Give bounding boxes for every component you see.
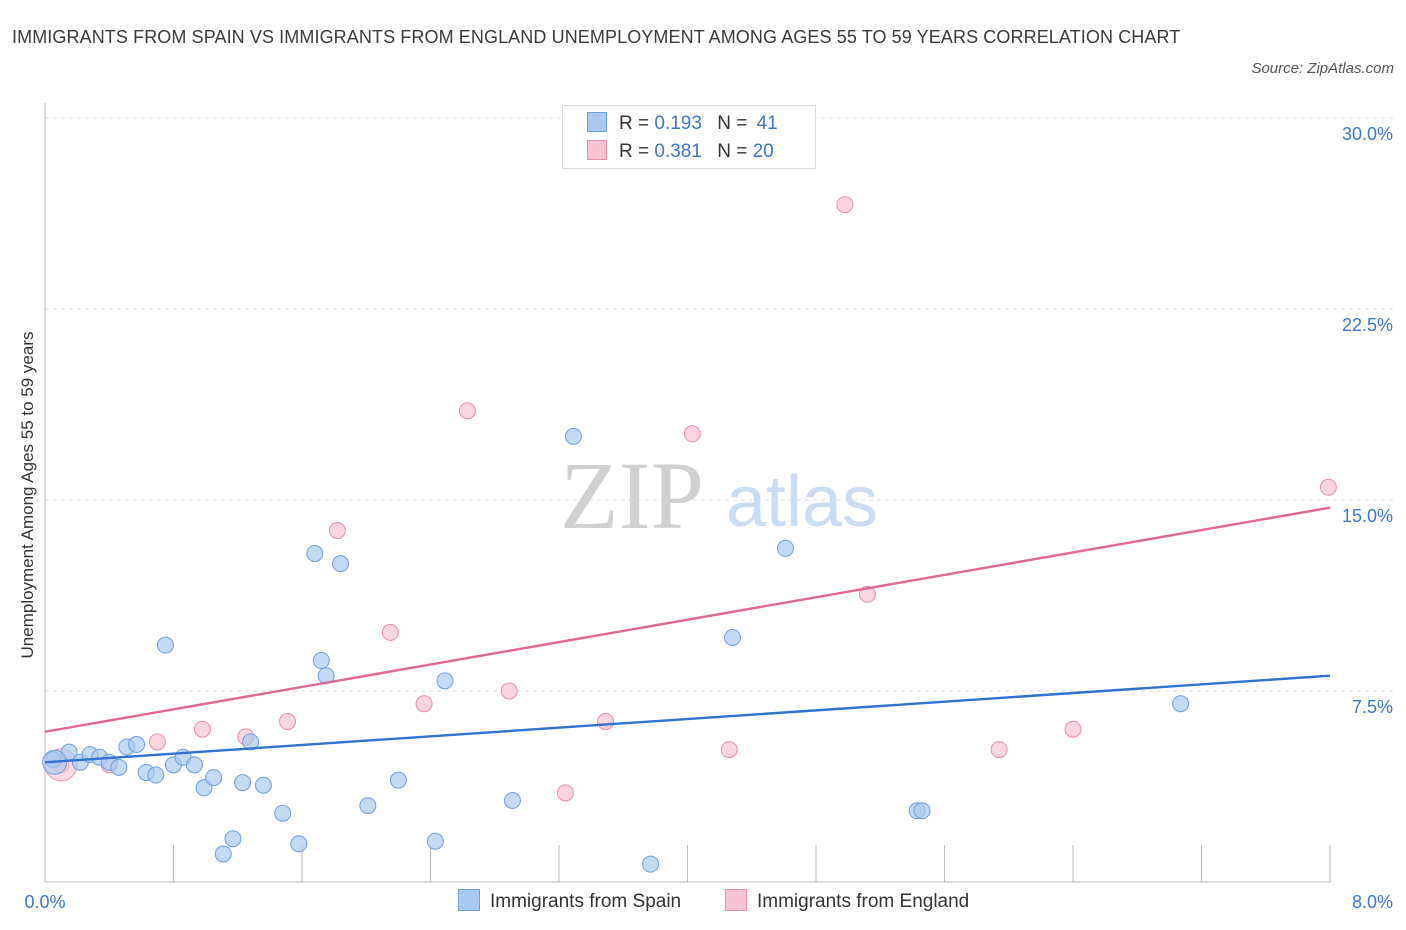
spain-point: [389, 771, 407, 789]
bottom-legend-england: Immigrants from England: [725, 888, 969, 916]
bottom-legend-swatch-spain: [458, 889, 480, 911]
spain-trendline: [44, 674, 1331, 764]
spain-point: [306, 544, 324, 562]
watermark-atlas: atlas: [726, 462, 878, 542]
legend-swatch-england: [587, 140, 607, 160]
spain-point: [110, 758, 128, 776]
legend-r-label-england: R =: [619, 141, 650, 162]
spain-point: [185, 756, 203, 774]
spain-point: [1172, 695, 1190, 713]
spain-point: [254, 776, 272, 794]
x-tick-marks: [173, 845, 1331, 882]
y-tick-label: 30.0%: [1342, 124, 1393, 144]
spain-point: [332, 555, 350, 573]
england-point: [720, 741, 738, 759]
x-tick-label-max: 8.0%: [1352, 892, 1393, 912]
england-point: [1064, 720, 1082, 738]
england-point: [279, 713, 297, 731]
legend-r-label-spain: R =: [619, 113, 650, 134]
y-tick-labels: 7.5% 15.0% 22.5% 30.0%: [1342, 124, 1393, 717]
spain-point: [242, 733, 260, 751]
spain-point: [290, 835, 308, 853]
bottom-legend-label-england: Immigrants from England: [757, 891, 970, 912]
legend-n-value-england: 20: [752, 141, 774, 162]
spain-point: [224, 830, 242, 848]
watermark: ZIP atlas: [560, 442, 878, 549]
spain-point: [564, 427, 582, 445]
spain-point: [312, 651, 330, 669]
england-point: [1319, 478, 1337, 496]
spain-point: [214, 845, 232, 863]
gridlines: [45, 117, 1395, 692]
y-tick-label: 15.0%: [1342, 506, 1393, 526]
england-point: [597, 713, 615, 731]
bottom-legend-swatch-england: [725, 889, 747, 911]
spain-point: [436, 672, 454, 690]
spain-point: [234, 774, 252, 792]
spain-point: [426, 832, 444, 850]
england-trendline: [44, 506, 1331, 733]
legend-r-value-spain: 0.193: [654, 113, 702, 134]
bottom-legend-label-spain: Immigrants from Spain: [490, 891, 682, 912]
spain-point: [642, 855, 660, 873]
legend-row-spain: R = 0.193 N = 41: [587, 110, 778, 138]
bottom-legend-spain: Immigrants from Spain: [458, 888, 681, 916]
legend-n-label-spain: N =: [717, 113, 748, 134]
england-point: [990, 741, 1008, 759]
spain-point: [274, 804, 292, 822]
spain-point: [128, 735, 146, 753]
y-tick-label: 22.5%: [1342, 315, 1393, 335]
england-point: [500, 682, 518, 700]
source-credit: Source: ZipAtlas.com: [1251, 60, 1394, 77]
spain-point: [359, 797, 377, 815]
legend: R = 0.193 N = 41 R = 0.381 N = 20: [562, 105, 816, 169]
watermark-zip: ZIP: [560, 442, 704, 549]
england-point: [148, 733, 166, 751]
england-point: [683, 425, 701, 443]
england-point: [836, 196, 854, 214]
spain-point: [147, 766, 165, 784]
spain-point: [503, 792, 521, 810]
england-point: [556, 784, 574, 802]
spain-point: [776, 539, 794, 557]
legend-swatch-spain: [587, 112, 607, 132]
trendlines: [44, 506, 1331, 764]
x-tick-label-min: 0.0%: [24, 892, 65, 912]
england-point: [458, 402, 476, 420]
england-point: [415, 695, 433, 713]
england-point: [381, 623, 399, 641]
chart-title: IMMIGRANTS FROM SPAIN VS IMMIGRANTS FROM…: [12, 27, 1181, 47]
spain-point: [723, 629, 741, 647]
legend-r-value-england: 0.381: [654, 141, 702, 162]
spain-point: [156, 636, 174, 654]
england-point: [193, 720, 211, 738]
spain-points: [42, 427, 1190, 873]
legend-row-england: R = 0.381 N = 20: [587, 138, 774, 166]
england-point: [328, 522, 346, 540]
legend-n-value-spain: 41: [756, 113, 778, 134]
spain-point: [205, 769, 223, 787]
spain-point: [913, 802, 931, 820]
y-tick-label: 7.5%: [1352, 697, 1393, 717]
legend-n-label-england: N =: [717, 141, 748, 162]
